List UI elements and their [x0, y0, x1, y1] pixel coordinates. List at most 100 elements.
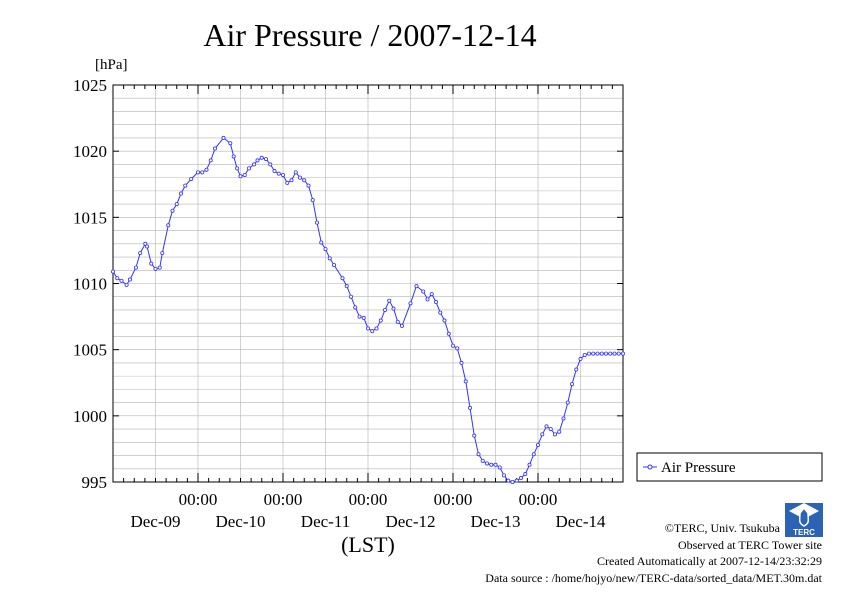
terc-logo: TERC [785, 503, 823, 537]
data-point [306, 183, 311, 188]
data-point [276, 171, 281, 176]
x-tick-label: 00:00 [519, 490, 558, 509]
data-point [553, 432, 558, 437]
data-point [263, 157, 268, 162]
data-point [544, 424, 549, 429]
x-tick-label: 00:00 [349, 490, 388, 509]
data-point [421, 289, 426, 294]
data-point [595, 351, 600, 356]
data-point [527, 462, 532, 467]
data-point [212, 146, 217, 151]
data-point [297, 175, 302, 180]
data-point [455, 346, 460, 351]
data-point [374, 326, 379, 331]
data-point [285, 180, 290, 185]
data-point [310, 198, 315, 203]
y-unit-label: [hPa] [95, 57, 128, 73]
data-point [331, 262, 336, 267]
data-point [582, 352, 587, 357]
y-tick-label: 995 [82, 473, 108, 492]
data-point [395, 319, 400, 324]
legend-box [636, 452, 823, 482]
data-point [208, 158, 213, 163]
data-point [519, 476, 524, 481]
y-tick-label: 1025 [73, 76, 107, 95]
data-point [480, 458, 485, 463]
credit-copyright: ©TERC, Univ. Tsukuba [665, 521, 781, 535]
data-point [565, 400, 570, 405]
data-point [621, 351, 626, 356]
chart-title: Air Pressure / 2007-12-14 [203, 17, 536, 53]
data-point [561, 416, 566, 421]
data-point [259, 155, 264, 160]
x-axis: 00:00 00:00 00:00 00:00 00:00 Dec-09 Dec-10 Dec… [123, 85, 613, 531]
data-point [450, 343, 455, 348]
data-point [252, 162, 257, 167]
data-point [574, 367, 579, 372]
data-point [433, 300, 438, 305]
data-point [570, 382, 575, 387]
data-point [587, 351, 592, 356]
data-point [238, 174, 243, 179]
data-point [115, 276, 120, 281]
data-point [604, 351, 609, 356]
data-point [467, 405, 472, 410]
credit-observed: Observed at TERC Tower site [678, 538, 822, 552]
data-point [514, 478, 519, 483]
x-tick-label: 00:00 [264, 490, 303, 509]
x-date-label: Dec-13 [470, 512, 520, 531]
data-point [170, 208, 175, 213]
legend-item-air-pressure: Air Pressure [661, 460, 736, 476]
data-point [124, 282, 129, 287]
data-point [506, 478, 511, 483]
legend: Air Pressure [636, 452, 823, 482]
data-point [189, 176, 194, 181]
x-axis-label: (LST) [341, 532, 395, 557]
data-point [399, 323, 404, 328]
data-point [111, 269, 116, 274]
x-date-label: Dec-10 [215, 512, 265, 531]
data-point [497, 465, 502, 470]
y-tick-label: 1000 [73, 407, 107, 426]
data-point [255, 158, 260, 163]
data-point [314, 220, 319, 225]
data-point [438, 310, 443, 315]
data-point [472, 433, 477, 438]
data-point [174, 202, 179, 207]
data-point [578, 356, 583, 361]
data-point [340, 276, 345, 281]
data-point [221, 135, 226, 140]
data-point [160, 251, 165, 256]
data-point [157, 265, 162, 270]
data-point [391, 306, 396, 311]
data-point [608, 351, 613, 356]
logo-text: TERC [793, 528, 815, 537]
data-point [344, 284, 349, 289]
data-point [493, 462, 498, 467]
data-point [382, 307, 387, 312]
data-point [127, 277, 132, 282]
x-tick-label: 00:00 [179, 490, 218, 509]
x-date-label: Dec-11 [301, 512, 350, 531]
data-point [489, 462, 494, 467]
data-point [365, 326, 370, 331]
data-point [246, 166, 251, 171]
grid [113, 85, 623, 482]
data-point [272, 169, 277, 174]
data-point [153, 266, 158, 271]
data-point [138, 251, 143, 256]
data-point [293, 170, 298, 175]
data-point [378, 318, 383, 323]
x-date-label: Dec-12 [385, 512, 435, 531]
y-axis: 995 1000 1005 1010 1015 1020 1025 [73, 76, 623, 492]
data-point [361, 315, 366, 320]
data-point [484, 461, 489, 466]
data-point [557, 429, 562, 434]
data-point [119, 278, 124, 283]
data-point [510, 479, 515, 484]
data-point [133, 265, 138, 270]
y-tick-label: 1015 [73, 208, 107, 227]
data-point [476, 452, 481, 457]
credit-created: Created Automatically at 2007-12-14/23:3… [597, 554, 822, 568]
data-point [183, 183, 188, 188]
